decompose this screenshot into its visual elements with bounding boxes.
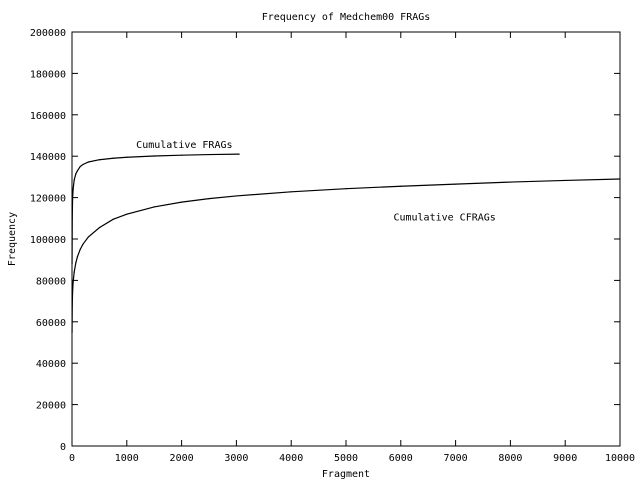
x-tick-label: 7000 <box>444 453 468 464</box>
plot-frame <box>71 31 621 447</box>
data-point <box>71 304 73 306</box>
annotation-layer: Cumulative FRAGs Cumulative CFRAGs <box>136 140 496 223</box>
data-point <box>75 262 77 264</box>
data-point <box>71 217 73 219</box>
data-point <box>79 165 81 168</box>
data-point <box>71 263 73 265</box>
data-point <box>619 178 621 180</box>
data-point <box>76 170 79 172</box>
chart-title: Frequency of Medchem00 FRAGs <box>262 12 431 23</box>
x-tick-label: 10000 <box>605 453 635 464</box>
series-points-cumulative-frags <box>71 153 240 265</box>
data-point <box>87 236 90 238</box>
x-tick-label: 6000 <box>389 453 413 464</box>
data-point <box>73 179 75 181</box>
y-tick-label: 40000 <box>36 359 66 370</box>
y-tick-label: 80000 <box>36 276 66 287</box>
y-axis: 0 20000 40000 60000 80000 100000 120000 140000 1… <box>30 28 620 453</box>
data-point <box>72 188 74 190</box>
y-tick-label: 180000 <box>30 69 66 80</box>
data-point <box>98 159 100 161</box>
y-tick-label: 60000 <box>36 318 66 329</box>
data-point <box>509 181 511 183</box>
data-point <box>112 218 114 220</box>
data-point <box>71 331 73 333</box>
series-annotation-label: Cumulative CFRAGs <box>393 212 495 223</box>
x-tick-label: 0 <box>69 453 75 464</box>
series-points-cumulative-cfrags <box>71 178 621 333</box>
series-annotation-label: Cumulative FRAGs <box>136 140 232 151</box>
x-tick-label: 5000 <box>334 453 358 464</box>
data-point <box>76 256 79 258</box>
data-point <box>345 188 347 190</box>
x-tick-label: 1000 <box>115 453 139 464</box>
data-point <box>71 292 74 294</box>
data-point <box>79 248 81 250</box>
y-axis-label: Frequency <box>7 212 18 266</box>
data-point <box>235 195 237 197</box>
series-line-cumulative-cfrags <box>71 178 621 333</box>
data-point <box>72 281 74 284</box>
data-point <box>181 154 183 156</box>
y-tick-label: 0 <box>60 442 66 453</box>
data-point <box>208 153 210 156</box>
data-point <box>126 213 128 215</box>
data-point <box>112 157 114 159</box>
series-line-cumulative-frags <box>71 153 240 264</box>
x-tick-label: 8000 <box>498 453 522 464</box>
data-point <box>400 185 402 187</box>
data-point <box>153 155 155 157</box>
y-tick-label: 160000 <box>30 111 66 122</box>
x-axis-label: Fragment <box>322 469 370 480</box>
data-point <box>98 227 100 229</box>
data-point <box>564 179 566 182</box>
x-tick-label: 3000 <box>224 453 248 464</box>
data-point <box>126 156 128 158</box>
x-tick-label: 9000 <box>553 453 577 464</box>
y-tick-label: 120000 <box>30 194 66 205</box>
data-point <box>87 161 90 163</box>
x-axis: 0 1000 2000 3000 4000 5000 6000 7000 8000 9000 100… <box>69 32 635 464</box>
data-point <box>208 198 210 200</box>
y-tick-label: 20000 <box>36 401 66 412</box>
y-tick-label: 140000 <box>30 152 66 163</box>
x-tick-label: 4000 <box>279 453 303 464</box>
y-tick-label: 200000 <box>30 28 66 39</box>
data-point <box>82 163 84 166</box>
data-point <box>181 201 183 203</box>
data-point <box>82 243 84 245</box>
data-point <box>153 206 155 208</box>
x-tick-label: 2000 <box>170 453 194 464</box>
data-point <box>73 271 75 273</box>
data-point <box>71 199 74 201</box>
series-layer <box>71 153 621 333</box>
data-point <box>75 173 77 175</box>
data-point <box>455 183 457 185</box>
data-point <box>238 153 240 155</box>
data-point <box>290 191 292 193</box>
y-tick-label: 100000 <box>30 235 66 246</box>
